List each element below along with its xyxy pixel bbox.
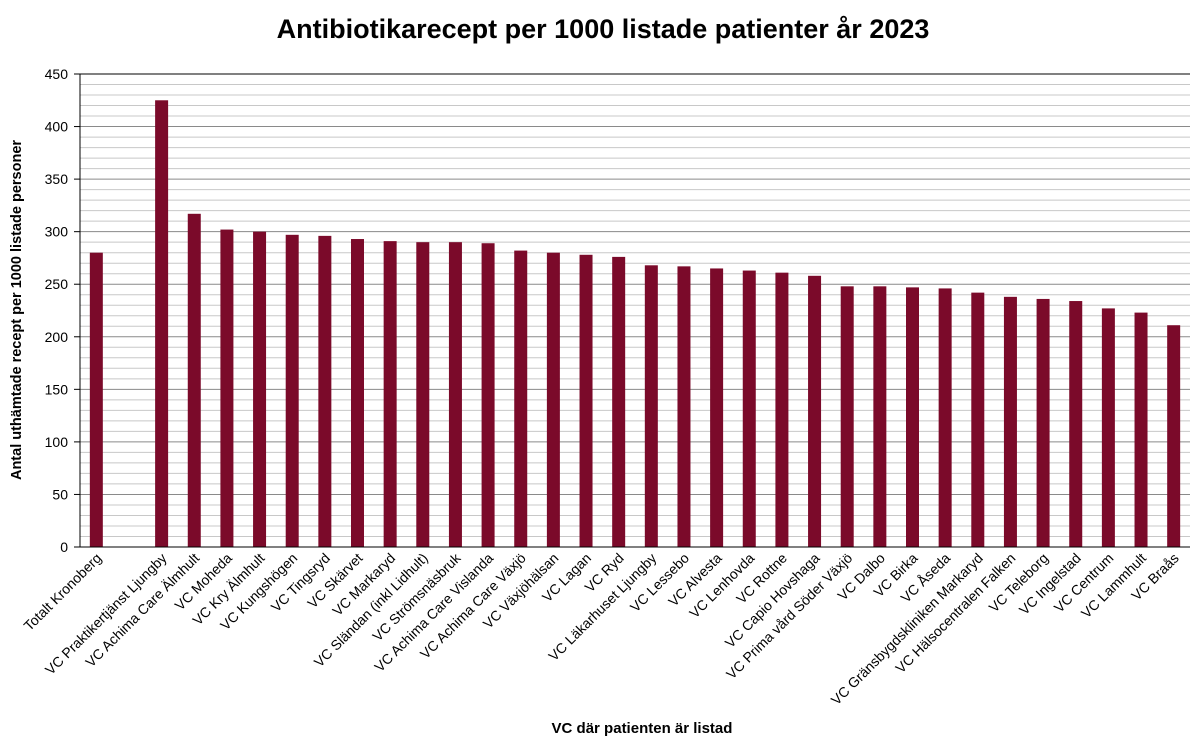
bar xyxy=(481,243,495,547)
x-axis-label: VC där patienten är listad xyxy=(552,720,733,737)
bar xyxy=(579,254,593,547)
bar xyxy=(1134,312,1148,547)
bar xyxy=(775,272,789,547)
bar xyxy=(285,234,299,547)
bar xyxy=(644,265,658,547)
bar xyxy=(351,239,364,547)
y-axis-label: Antal uthämtade recept per 1000 listade … xyxy=(9,140,25,480)
bar xyxy=(253,231,267,547)
bar xyxy=(840,286,854,547)
bar xyxy=(383,241,397,548)
bar xyxy=(677,266,691,547)
bar xyxy=(318,235,332,548)
bar xyxy=(448,242,462,547)
bar xyxy=(514,250,528,547)
y-tick-label: 100 xyxy=(45,434,69,450)
bar xyxy=(546,252,560,547)
bar xyxy=(220,229,234,547)
bar xyxy=(1069,301,1083,547)
bar xyxy=(710,268,724,547)
bar xyxy=(938,288,952,547)
bar xyxy=(187,213,201,547)
bar xyxy=(906,287,919,547)
bar xyxy=(1036,298,1050,547)
y-tick-label: 400 xyxy=(45,119,69,135)
y-tick-label: 450 xyxy=(45,66,69,82)
bar xyxy=(155,100,169,548)
bar xyxy=(971,292,985,547)
chart-title: Antibiotikarecept per 1000 listade patie… xyxy=(277,14,930,44)
bar xyxy=(808,275,822,547)
y-tick-label: 350 xyxy=(45,171,69,187)
bar xyxy=(873,286,887,547)
bar xyxy=(742,270,756,547)
y-tick-label: 0 xyxy=(60,539,68,555)
bar xyxy=(416,242,430,547)
y-tick-label: 300 xyxy=(45,224,69,240)
y-tick-label: 250 xyxy=(45,276,69,292)
bar xyxy=(612,256,626,547)
y-tick-label: 150 xyxy=(45,381,69,397)
bar xyxy=(1003,296,1017,547)
bar xyxy=(1101,308,1115,547)
y-tick-label: 50 xyxy=(52,486,68,502)
bar xyxy=(1167,325,1181,547)
y-tick-label: 200 xyxy=(45,329,69,345)
x-tick-label: VC Praktikertjänst Ljungby xyxy=(42,550,170,678)
bar xyxy=(89,252,103,547)
